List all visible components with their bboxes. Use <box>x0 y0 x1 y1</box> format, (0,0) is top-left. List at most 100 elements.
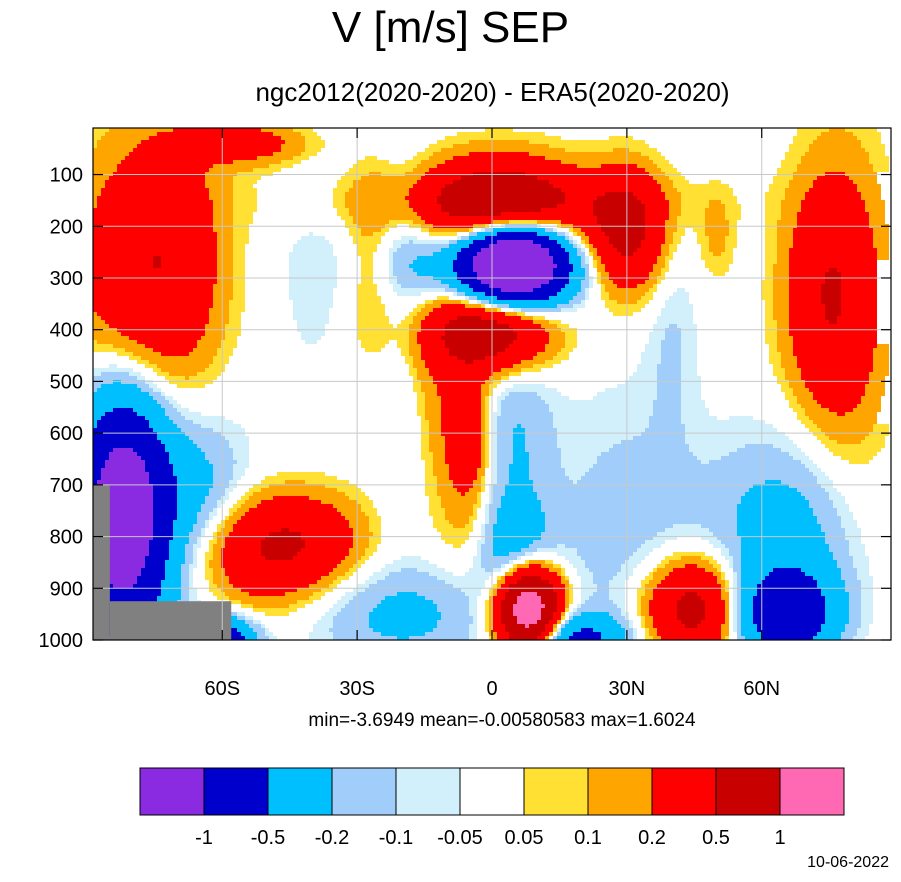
contour-cell <box>301 336 321 340</box>
contour-cell <box>197 516 209 520</box>
contour-cell <box>857 136 881 140</box>
contour-cell <box>213 576 229 580</box>
contour-cell <box>245 492 253 496</box>
contour-cell <box>781 352 793 356</box>
contour-cell <box>105 180 205 184</box>
contour-cell <box>97 204 213 208</box>
contour-cell <box>761 632 817 636</box>
contour-cell <box>541 536 653 540</box>
contour-cell <box>761 292 773 296</box>
contour-cell <box>217 252 233 256</box>
contour-cell <box>469 632 477 636</box>
contour-cell <box>149 480 177 484</box>
contour-cell <box>393 252 433 256</box>
contour-cell <box>177 500 205 504</box>
contour-cell <box>685 428 777 432</box>
contour-cell <box>509 476 529 480</box>
contour-cell <box>493 532 541 536</box>
contour-cell <box>661 188 677 192</box>
contour-cell <box>605 268 653 272</box>
contour-cell <box>845 412 877 416</box>
contour-cell <box>497 588 509 592</box>
contour-cell <box>333 604 345 608</box>
contour-cell <box>813 508 837 512</box>
contour-cell <box>233 192 257 196</box>
contour-cell <box>213 484 229 488</box>
contour-cell <box>561 612 565 616</box>
contour-cell <box>365 580 377 584</box>
contour-cell <box>761 284 773 288</box>
contour-cell <box>601 296 609 300</box>
contour-cell <box>229 596 309 600</box>
contour-cell <box>445 444 481 448</box>
contour-cell <box>253 492 345 496</box>
contour-cell <box>497 304 509 308</box>
contour-cell <box>189 580 193 584</box>
contour-cell <box>229 480 237 484</box>
contour-cell <box>589 252 593 256</box>
contour-cell <box>497 512 545 516</box>
contour-cell <box>437 164 577 168</box>
contour-cell <box>169 380 213 384</box>
contour-cell <box>97 536 153 540</box>
contour-cell <box>293 316 329 320</box>
contour-cell <box>177 496 205 500</box>
contour-cell <box>641 244 661 248</box>
contour-cell <box>785 368 801 372</box>
contour-cell <box>169 456 205 460</box>
contour-cell <box>153 260 161 264</box>
contour-cell <box>161 368 205 372</box>
contour-cell <box>821 404 857 408</box>
contour-cell <box>677 288 685 292</box>
contour-cell <box>333 504 361 508</box>
x-tick-label: 30N <box>609 678 646 700</box>
contour-cell <box>493 488 505 492</box>
contour-cell <box>665 576 717 580</box>
contour-cell <box>773 176 793 180</box>
contour-cell <box>361 256 373 260</box>
contour-cell <box>545 348 561 352</box>
contour-cell <box>441 192 565 196</box>
contour-cell <box>737 624 741 628</box>
contour-cell <box>457 292 465 296</box>
contour-cell <box>441 536 469 540</box>
contour-cell <box>565 604 569 608</box>
contour-cell <box>489 496 493 500</box>
contour-cell <box>121 160 233 164</box>
contour-cell <box>861 620 873 624</box>
contour-cell <box>849 544 865 548</box>
contour-field <box>93 128 889 640</box>
contour-cell <box>153 368 161 372</box>
contour-cell <box>793 232 873 236</box>
contour-cell <box>809 428 821 432</box>
contour-cell <box>93 424 97 428</box>
contour-cell <box>493 524 545 528</box>
contour-cell <box>789 384 805 388</box>
contour-cell <box>641 200 669 204</box>
contour-cell <box>737 448 781 452</box>
contour-cell <box>805 380 869 384</box>
contour-cell <box>217 348 233 352</box>
contour-cell <box>765 260 777 264</box>
contour-cell <box>113 584 133 588</box>
contour-cell <box>581 256 585 260</box>
contour-cell <box>573 632 601 636</box>
contour-cell <box>601 164 637 168</box>
contour-cell <box>681 420 765 424</box>
contour-cell <box>861 612 873 616</box>
contour-cell <box>101 476 149 480</box>
contour-cell <box>345 220 353 224</box>
contour-cell <box>485 464 489 468</box>
contour-cell <box>737 516 817 520</box>
contour-cell <box>93 132 105 136</box>
contour-cell <box>733 584 737 588</box>
contour-cell <box>541 608 557 612</box>
contour-cell <box>821 300 841 304</box>
contour-cell <box>185 416 225 420</box>
contour-cell <box>349 520 369 524</box>
contour-cell <box>493 484 505 488</box>
contour-cell <box>209 320 229 324</box>
contour-cell <box>737 616 741 620</box>
contour-cell <box>769 356 781 360</box>
contour-cell <box>137 384 149 388</box>
